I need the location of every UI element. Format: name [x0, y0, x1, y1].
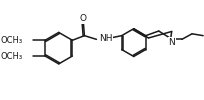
Text: N: N: [167, 38, 174, 47]
Text: O: O: [80, 14, 86, 24]
Text: OCH₃: OCH₃: [1, 52, 23, 60]
Text: NH: NH: [99, 34, 112, 43]
Text: OCH₃: OCH₃: [1, 36, 23, 45]
